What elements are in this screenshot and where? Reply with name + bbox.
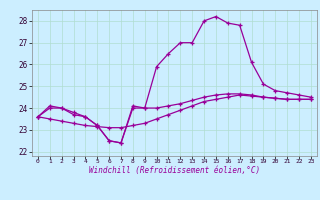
X-axis label: Windchill (Refroidissement éolien,°C): Windchill (Refroidissement éolien,°C) [89, 166, 260, 175]
